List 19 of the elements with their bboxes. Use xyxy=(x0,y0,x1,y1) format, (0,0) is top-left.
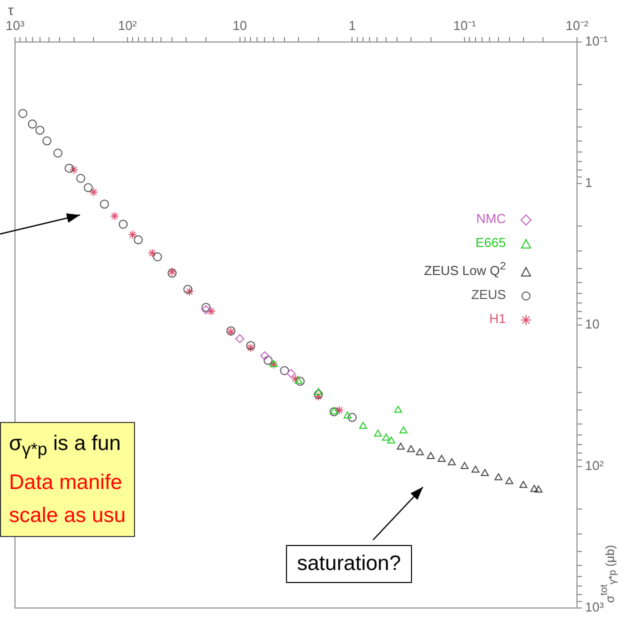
y-tick-label: 10 xyxy=(585,316,600,332)
x-tick-label: 10³ xyxy=(6,18,26,33)
x-tick-label: 10⁻² xyxy=(566,18,590,33)
annotation: σ$_{γ*p}$ is a fun Data manife scale as usu xyxy=(9,431,126,530)
annotation: saturation? xyxy=(297,552,401,576)
y-tick-label: 10³ xyxy=(585,600,604,615)
legend-label: ZEUS xyxy=(471,287,506,302)
legend-label: NMC xyxy=(476,211,506,226)
y-tick-label: 10² xyxy=(585,458,604,474)
x-tick-label: 1 xyxy=(348,18,356,33)
x-tick-label: 10⁻¹ xyxy=(453,18,477,33)
legend-label: ZEUS Low Q$^{2}$ xyxy=(424,261,506,278)
y-tick-label: 10⁻¹ xyxy=(585,34,608,49)
x-tick-label: 10² xyxy=(118,18,138,33)
x-axis-title: τ xyxy=(8,2,14,18)
legend-label: E665 xyxy=(476,235,506,250)
y-tick-label: 1 xyxy=(585,175,592,190)
x-tick-label: 10 xyxy=(232,18,248,33)
legend-label: H1 xyxy=(489,311,506,326)
